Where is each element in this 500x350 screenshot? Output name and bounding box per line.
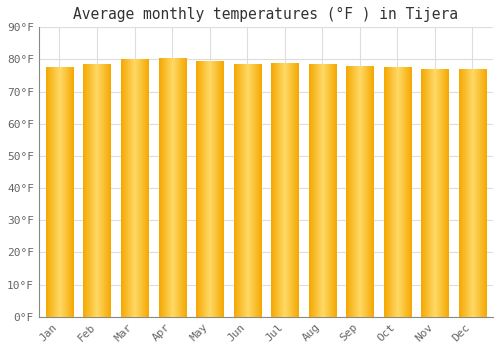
Title: Average monthly temperatures (°F ) in Tijera: Average monthly temperatures (°F ) in Ti… (74, 7, 458, 22)
